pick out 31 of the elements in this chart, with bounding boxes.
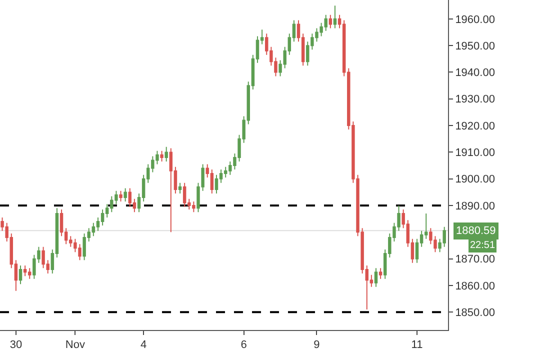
candlestick xyxy=(374,268,378,288)
candlestick xyxy=(119,190,122,202)
candlestick xyxy=(160,150,164,162)
candlestick xyxy=(169,148,173,233)
ref-line-label: 1880.59 xyxy=(456,225,496,237)
y-tick-label: 1850.00 xyxy=(455,306,495,319)
y-tick-label: 1900.00 xyxy=(455,174,495,186)
candlestick xyxy=(333,5,337,29)
candlestick xyxy=(23,264,27,277)
y-tick-label: 1860.00 xyxy=(455,280,495,292)
candlestick xyxy=(18,264,22,285)
x-tick-label: 4 xyxy=(140,339,147,352)
y-tick-label: 1930.00 xyxy=(455,94,495,106)
y-tick-label: 1870.00 xyxy=(455,254,495,266)
y-tick-label: 1890.00 xyxy=(455,200,495,212)
candlestick xyxy=(124,188,127,202)
candlestick xyxy=(178,182,182,194)
x-tick-label: 9 xyxy=(314,339,320,352)
y-tick-label: 1920.00 xyxy=(455,120,495,132)
y-tick-label: 1960.00 xyxy=(455,14,495,26)
x-tick-label: 6 xyxy=(240,339,247,352)
x-tick-label: 11 xyxy=(411,339,423,352)
candlestick xyxy=(378,268,382,280)
candlestick xyxy=(164,146,168,162)
candlestick xyxy=(328,14,332,29)
x-tick-label: Nov xyxy=(65,339,86,352)
y-tick-label: 1940.00 xyxy=(455,67,495,80)
x-tick-label: 30 xyxy=(10,339,22,352)
text: 22:51 xyxy=(470,240,496,251)
y-tick-label: 1950.00 xyxy=(455,40,495,52)
y-tick-label: 1910.00 xyxy=(455,147,495,160)
